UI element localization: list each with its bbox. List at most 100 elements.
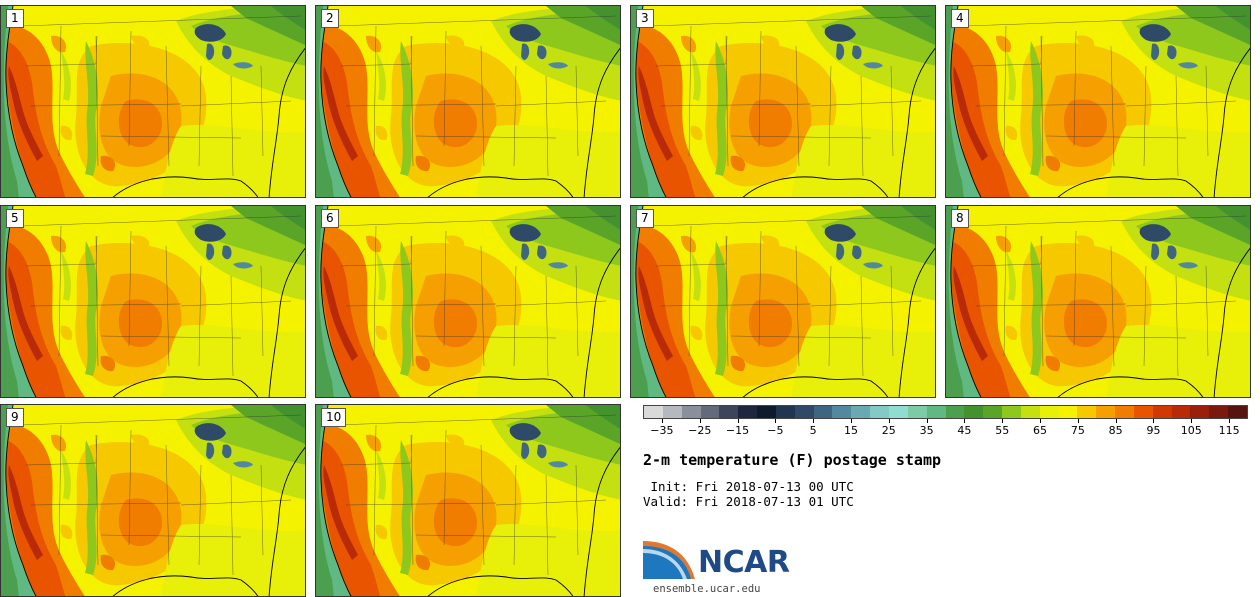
temperature-map — [946, 6, 1250, 197]
color-scale-tick — [699, 419, 701, 423]
color-scale-segment — [1115, 406, 1134, 418]
color-scale-tick-label: 75 — [1070, 424, 1085, 437]
postage-stamp-map: 9 — [0, 404, 306, 597]
color-scale-tick — [1077, 419, 1079, 423]
color-scale-segment — [813, 406, 833, 418]
color-scale-tick — [813, 419, 815, 423]
color-scale-segment — [794, 406, 814, 418]
temperature-map — [316, 405, 620, 596]
postage-stamp-map: 3 — [630, 5, 936, 198]
color-scale-segment — [907, 406, 927, 418]
color-scale-tick-label: 65 — [1033, 424, 1048, 437]
color-scale-tick-label: 25 — [881, 424, 896, 437]
color-scale-segment — [757, 406, 776, 418]
color-scale-tick — [888, 419, 890, 423]
color-scale-segment — [1077, 406, 1097, 418]
postage-stamp-map: 10 — [315, 404, 621, 597]
color-scale-segment — [700, 406, 720, 418]
member-label: 8 — [951, 209, 969, 228]
plot-title: 2-m temperature (F) postage stamp — [643, 451, 942, 469]
color-scale-tick — [1229, 419, 1231, 423]
color-scale-segment — [1002, 406, 1021, 418]
color-scale-ticks: −35 −25 −15 −5 5 15 25 35 45 55 65 75 85 95 105 115 — [643, 419, 1248, 439]
color-scale-segment — [851, 406, 871, 418]
color-scale-tick-label: −25 — [688, 424, 712, 437]
color-scale-tick-label: 95 — [1146, 424, 1161, 437]
postage-stamp-map: 1 — [0, 5, 306, 198]
postage-stamp-map: 2 — [315, 5, 621, 198]
color-scale-tick-label: −5 — [767, 424, 784, 437]
color-scale-tick — [661, 419, 663, 423]
website-url: ensemble.ucar.edu — [653, 583, 761, 595]
color-scale-segment — [1133, 406, 1153, 418]
color-scale-tick — [1115, 419, 1117, 423]
member-label: 3 — [636, 9, 654, 28]
color-scale-segment — [945, 406, 965, 418]
temperature-map — [631, 206, 935, 397]
color-scale-segment — [1096, 406, 1116, 418]
color-scale-segment — [964, 406, 984, 418]
color-scale-tick — [850, 419, 852, 423]
temperature-map — [1, 206, 305, 397]
color-scale-tick — [1002, 419, 1004, 423]
color-scale-tick-label: 105 — [1180, 424, 1202, 437]
temperature-map — [1, 6, 305, 197]
color-scale-segment — [1039, 406, 1059, 418]
member-label: 2 — [321, 9, 339, 28]
color-scale-tick-label: 35 — [919, 424, 934, 437]
color-scale-segment — [775, 406, 795, 418]
postage-stamp-map: 7 — [630, 205, 936, 398]
color-scale-tick-label: −35 — [650, 424, 674, 437]
color-scale-tick-label: 45 — [957, 424, 972, 437]
member-label: 7 — [636, 209, 654, 228]
member-label: 10 — [321, 408, 347, 427]
color-scale-segment — [926, 406, 946, 418]
color-scale-segment — [1058, 406, 1078, 418]
color-scale-segment — [681, 406, 701, 418]
postage-stamp-map: 8 — [945, 205, 1251, 398]
member-label: 6 — [321, 209, 339, 228]
color-scale-segment — [1020, 406, 1040, 418]
color-scale-segment — [644, 406, 663, 418]
color-scale-tick — [737, 419, 739, 423]
color-scale-segment — [1209, 406, 1229, 418]
valid-time: Valid: Fri 2018-07-13 01 UTC — [643, 494, 854, 509]
color-scale-tick-label: 5 — [809, 424, 817, 437]
color-scale-segment — [1152, 406, 1172, 418]
color-scale-segment — [1171, 406, 1191, 418]
postage-stamp-map: 4 — [945, 5, 1251, 198]
color-scale-segment — [1190, 406, 1210, 418]
color-scale-segment — [888, 406, 908, 418]
color-scale-tick-label: 55 — [995, 424, 1010, 437]
color-scale-segment — [662, 406, 682, 418]
color-scale-segment — [719, 406, 739, 418]
member-label: 4 — [951, 9, 969, 28]
postage-stamp-map: 5 — [0, 205, 306, 398]
color-scale-tick-label: 115 — [1218, 424, 1240, 437]
color-scale-tick-label: 15 — [843, 424, 858, 437]
color-scale-tick — [926, 419, 928, 423]
color-scale-segment — [1228, 406, 1247, 418]
color-scale-tick — [964, 419, 966, 423]
member-label: 1 — [6, 9, 24, 28]
color-scale-segment — [738, 406, 758, 418]
temperature-map — [316, 6, 620, 197]
temperature-map — [1, 405, 305, 596]
color-scale-segment — [870, 406, 889, 418]
color-scale-bar — [643, 405, 1248, 419]
member-label: 9 — [6, 408, 24, 427]
ncar-logo-text: NCAR — [698, 545, 790, 580]
color-scale-tick-label: −15 — [725, 424, 750, 437]
color-scale-tick — [1040, 419, 1042, 423]
color-scale-tick — [1153, 419, 1155, 423]
init-time: Init: Fri 2018-07-13 00 UTC — [643, 479, 854, 494]
postage-stamp-map: 6 — [315, 205, 621, 398]
temperature-map — [316, 206, 620, 397]
color-scale-segment — [832, 406, 852, 418]
ncar-logo-icon — [643, 541, 695, 579]
color-scale-tick-label: 85 — [1108, 424, 1123, 437]
color-scale-tick — [775, 419, 777, 423]
color-scale-tick — [1191, 419, 1193, 423]
temperature-map — [946, 206, 1250, 397]
color-scale-segment — [983, 406, 1003, 418]
